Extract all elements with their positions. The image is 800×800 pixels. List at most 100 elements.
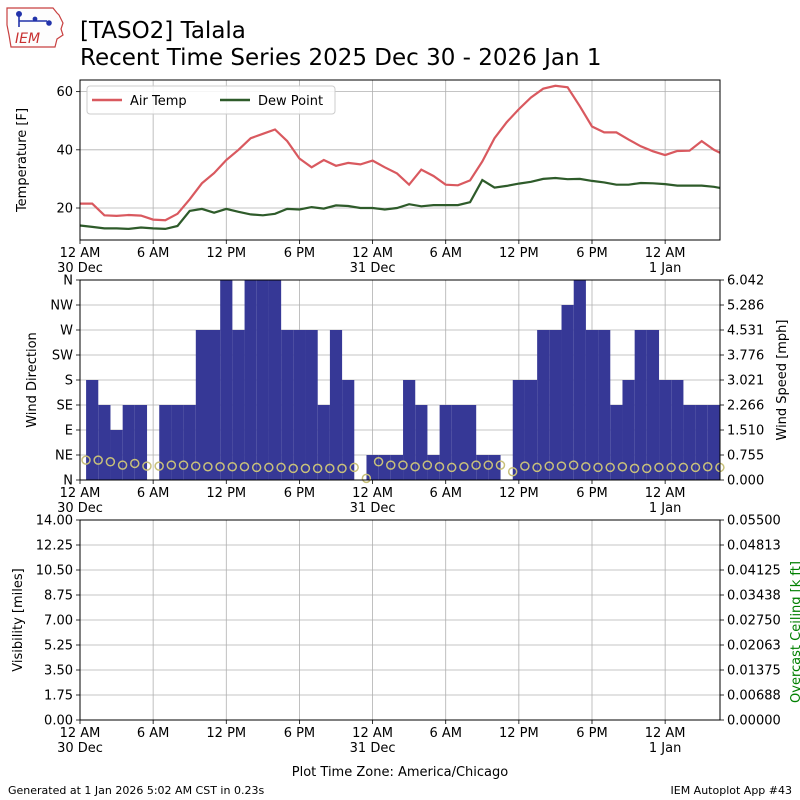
wind-direction-bar: [366, 455, 379, 480]
y-tick-label-visibility: 0.00: [44, 714, 73, 729]
wind-speed-marker: [702, 462, 713, 472]
wind-direction-bar: [110, 430, 123, 480]
wind-speed-marker: [105, 457, 116, 467]
wind-direction-bar: [427, 455, 440, 480]
x-tick-label: 6 PM: [284, 246, 315, 261]
wind-direction-bar: [683, 405, 696, 480]
wind-direction-bar: [244, 280, 257, 480]
wind-speed-marker: [239, 462, 250, 472]
wind-speed-marker: [471, 460, 481, 470]
wind-speed-marker: [227, 462, 238, 472]
wind-speed-marker: [483, 460, 494, 470]
chart-title: [TASO2] Talala: [80, 18, 246, 44]
wind-direction-bar: [268, 280, 282, 480]
x-tick-label: 12 AM: [352, 726, 393, 741]
wind-direction-bar: [415, 405, 428, 480]
y-tick-label-ceiling: 0.02063: [727, 639, 781, 654]
wind-direction-bar: [488, 455, 501, 480]
y-axis-label: Wind Direction: [25, 332, 40, 428]
wind-speed-marker: [422, 460, 433, 470]
y-tick-label-direction: N: [63, 274, 73, 289]
x-tick-label: 6 AM: [137, 246, 170, 261]
wind-direction-bar: [317, 405, 330, 480]
wind-direction-bar: [86, 380, 99, 480]
wind-speed-marker: [495, 460, 506, 470]
legend: Air Temp Dew Point: [86, 85, 336, 115]
y-tick-label-visibility: 10.50: [36, 564, 73, 579]
wind-speed-marker: [312, 463, 323, 474]
wind-speed-marker: [715, 462, 725, 473]
wind-speed-marker: [130, 458, 140, 469]
wind-speed-marker: [605, 462, 615, 473]
y-tick-label-ceiling: 0.04125: [727, 564, 781, 579]
wind-direction-bar: [464, 405, 477, 480]
y-tick-label-direction: S: [65, 374, 73, 389]
wind-speed-marker: [678, 462, 689, 473]
y-tick-label-speed: 3.776: [727, 349, 764, 364]
y-tick-label-visibility: 8.75: [44, 589, 73, 604]
wind-speed-marker: [251, 462, 262, 473]
wind-speed-marker: [373, 457, 384, 467]
wind-speed-marker: [386, 460, 396, 470]
y-tick-label-speed: 3.021: [727, 374, 764, 389]
wind-speed-marker: [300, 463, 311, 474]
wind-direction-bar: [585, 330, 599, 480]
wind-direction-bar: [390, 455, 404, 480]
y-axis-label-right: Overcast Ceiling [k ft]: [789, 561, 800, 703]
wind-direction-bar: [305, 330, 318, 480]
wind-direction-bar: [512, 380, 525, 480]
weather-station-icon: [16, 11, 52, 27]
wind-speed-marker: [337, 463, 347, 474]
y-tick-label-speed: 5.286: [727, 299, 764, 314]
wind-direction-bar: [329, 330, 343, 480]
series-line-air-temp: [80, 84, 721, 222]
x-tick-label: 12 AM: [60, 726, 101, 741]
x-tick-date-label: 31 Dec: [350, 261, 396, 276]
wind-speed-marker: [117, 460, 128, 470]
x-tick-label: 6 AM: [137, 726, 170, 741]
iem-logo: IEM: [6, 7, 64, 48]
y-tick-label-visibility: 5.25: [44, 639, 73, 654]
y-tick-label: 60: [56, 85, 73, 100]
y-tick-label-ceiling: 0.00000: [727, 714, 781, 729]
wind-speed-marker: [434, 462, 445, 472]
wind-direction-bar: [220, 280, 233, 480]
wind-speed-marker: [190, 461, 201, 471]
wind-direction-bar: [281, 330, 294, 480]
wind-direction-bar: [232, 330, 245, 480]
x-tick-date-label: 31 Dec: [350, 741, 396, 756]
wind-direction-bar: [537, 330, 550, 480]
series-line-dew-point: [79, 176, 721, 231]
wind-speed-marker: [264, 462, 274, 473]
x-tick-label: 12 PM: [499, 486, 539, 501]
x-tick-label: 12 PM: [206, 726, 246, 741]
wind-speed-marker: [166, 460, 177, 470]
wind-speed-marker: [349, 462, 359, 473]
wind-speed-marker: [642, 463, 652, 474]
wind-direction-bar: [634, 330, 647, 480]
wind-direction-bar: [671, 380, 684, 480]
wind-direction-bar: [183, 405, 196, 480]
wind-speed-marker: [410, 462, 420, 472]
wind-speed-marker: [556, 461, 567, 471]
x-tick-label: 12 AM: [60, 246, 101, 261]
y-tick-label-speed: 0.755: [727, 449, 764, 464]
wind-speed-marker: [617, 462, 628, 472]
y-tick-label-speed: 6.042: [727, 274, 764, 289]
y-tick-label-speed: 0.000: [727, 474, 764, 489]
wind-direction-bar: [451, 405, 464, 480]
x-tick-label: 12 AM: [352, 246, 393, 261]
wind-direction-bar: [159, 405, 172, 480]
plot-frame: [79, 79, 721, 241]
wind-direction-bar: [622, 380, 635, 480]
wind-direction-bar: [378, 455, 391, 480]
y-tick-label-ceiling: 0.04813: [727, 539, 781, 554]
x-tick-date-label: 30 Dec: [57, 261, 103, 276]
y-tick-label-visibility: 3.50: [44, 664, 73, 679]
plot-frame: [79, 519, 721, 721]
wind-direction-bar: [646, 330, 660, 480]
wind-speed-marker: [288, 463, 298, 474]
wind-direction-bar: [573, 280, 586, 480]
wind-direction-bar: [195, 330, 208, 480]
